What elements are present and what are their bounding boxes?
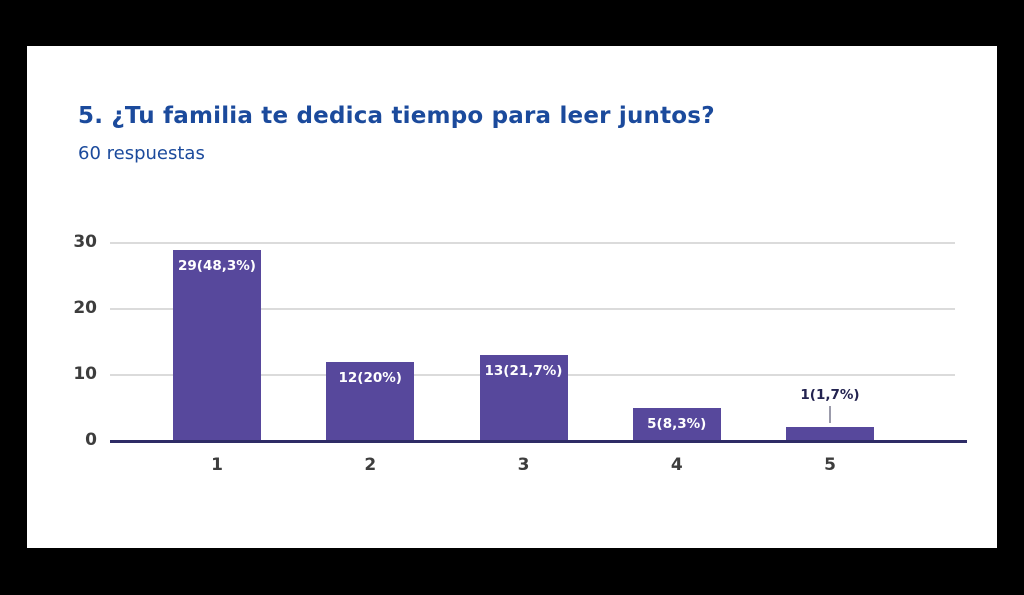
bar	[786, 427, 874, 441]
x-axis-category-label: 1	[211, 455, 223, 475]
x-axis-category-label: 5	[824, 455, 836, 475]
callout-connector-line	[829, 406, 831, 423]
bar-value-label: 5(8,3%)	[647, 416, 707, 432]
gridline	[110, 308, 955, 310]
bar-chart: 0 10 20 30 29(48,3%) 1 12(20%) 2 13(21,7%) 3 5(8,3…	[27, 46, 997, 548]
y-axis-tick-label: 10	[73, 364, 97, 384]
x-axis-baseline	[110, 440, 967, 443]
bar	[173, 249, 261, 441]
y-axis-tick-label: 30	[73, 232, 97, 252]
x-axis-category-label: 4	[670, 455, 683, 475]
bar	[479, 355, 568, 441]
bar	[326, 361, 415, 441]
question-title: 5. ¿Tu familia te dedica tiempo para lee…	[78, 103, 715, 129]
bar	[632, 408, 721, 441]
bar-value-label: 29(48,3%)	[178, 257, 256, 274]
bar-value-callout-label: 1(1,7%)	[800, 387, 860, 403]
gridline	[110, 242, 955, 244]
x-axis-category-label: 3	[517, 455, 530, 475]
x-axis-category-label: 2	[364, 455, 377, 475]
bar-value-label: 12(20%)	[338, 369, 402, 386]
y-axis-tick-label: 20	[73, 298, 97, 318]
bar-value-label: 13(21,7%)	[484, 363, 563, 380]
y-axis-tick-label: 0	[85, 430, 97, 450]
response-count: 60 respuestas	[78, 143, 205, 164]
chart-card: 5. ¿Tu familia te dedica tiempo para lee…	[27, 46, 997, 548]
